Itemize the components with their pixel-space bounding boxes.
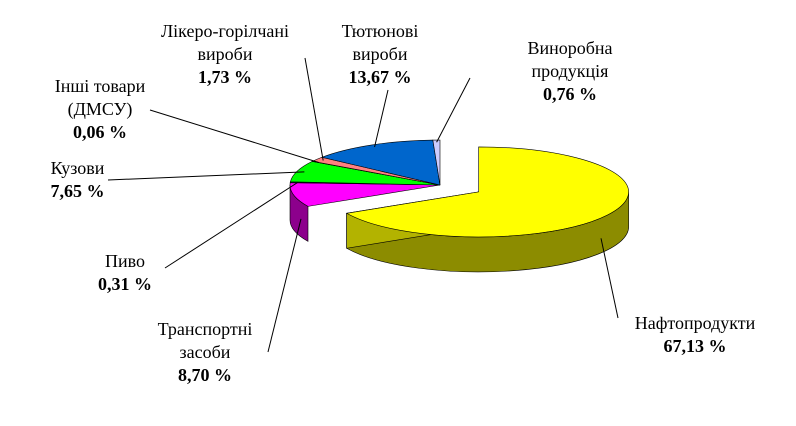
category-label: Лікеро-горілчані вироби <box>160 21 290 64</box>
value-label: 0,76 % <box>543 84 597 104</box>
slice-label: Пиво 0,31 % <box>80 250 170 296</box>
category-label: Виноробна продукція <box>527 38 613 81</box>
category-label: Кузови <box>50 158 105 178</box>
slice-label: Виноробна продукція 0,76 % <box>500 37 640 106</box>
slice <box>432 139 441 186</box>
category-label: Нафтопродукти <box>634 313 756 333</box>
slice-label: Нафтопродукти 67,13 % <box>620 312 770 358</box>
value-label: 8,70 % <box>178 365 232 385</box>
value-label: 67,13 % <box>663 336 727 356</box>
slice-label: Транспортні засоби 8,70 % <box>140 318 270 387</box>
category-label: Тютюнові вироби <box>341 21 419 64</box>
leader-line <box>304 57 324 161</box>
leader-line <box>436 77 471 143</box>
category-label: Транспортні засоби <box>157 319 253 362</box>
value-label: 13,67 % <box>348 67 412 87</box>
value-label: 7,65 % <box>50 181 105 201</box>
leader-line <box>107 171 305 181</box>
slice <box>289 182 441 207</box>
slice <box>345 146 629 238</box>
slice <box>320 139 441 186</box>
slice-label: Кузови 7,65 % <box>30 157 125 203</box>
slice-label: Лікеро-горілчані вироби 1,73 % <box>140 20 310 89</box>
leader-line <box>374 89 389 148</box>
value-label: 1,73 % <box>198 67 252 87</box>
value-label: 0,06 % <box>73 122 127 142</box>
value-label: 0,31 % <box>98 274 152 294</box>
category-label: Інші товари (ДМСУ) <box>54 76 146 119</box>
leader-line <box>600 238 619 319</box>
category-label: Пиво <box>104 251 145 271</box>
slice-label: Інші товари (ДМСУ) 0,06 % <box>40 75 160 144</box>
leader-line <box>267 218 302 353</box>
leader-line <box>149 109 319 163</box>
slice-label: Тютюнові вироби 13,67 % <box>320 20 440 89</box>
leader-line <box>164 181 299 269</box>
